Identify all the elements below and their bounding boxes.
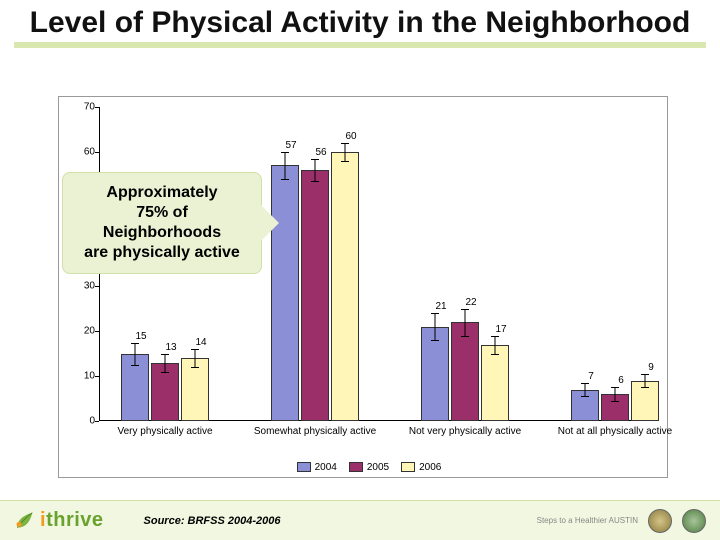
error-bar [135,343,136,365]
error-bar [315,159,316,181]
bar [481,345,509,421]
error-bar [195,349,196,367]
y-tick-mark [95,152,99,153]
error-cap [131,343,139,344]
bar [301,170,329,421]
error-cap [641,387,649,388]
error-cap [491,354,499,355]
error-cap [461,336,469,337]
y-tick-label: 70 [65,102,95,113]
y-tick-label: 10 [65,371,95,382]
bar-value-label: 9 [648,362,654,373]
bar [331,152,359,421]
badge-icon-1 [648,509,672,533]
footer-right-text: Steps to a Healthier AUSTIN [537,516,638,525]
source-citation: Source: BRFSS 2004-2006 [144,515,281,527]
badge-icon-2 [682,509,706,533]
error-cap [491,336,499,337]
error-cap [431,340,439,341]
logo: ithrive [14,509,104,532]
error-cap [341,161,349,162]
legend-swatch [401,462,415,472]
bar-value-label: 15 [135,331,146,342]
callout-line-3: are physically active [77,243,247,263]
error-cap [311,181,319,182]
error-bar [435,313,436,340]
footer: ithrive Source: BRFSS 2004-2006 Steps to… [0,500,720,540]
error-bar [585,383,586,396]
legend-label: 2005 [367,462,389,473]
slide-title: Level of Physical Activity in the Neighb… [0,0,720,40]
error-cap [461,309,469,310]
error-cap [281,179,289,180]
error-cap [131,365,139,366]
callout-line-2: 75% of Neighborhoods [77,203,247,243]
bar-value-label: 6 [618,375,624,386]
error-cap [581,383,589,384]
error-bar [645,374,646,387]
footer-right: Steps to a Healthier AUSTIN [537,509,706,533]
error-cap [281,152,289,153]
error-bar [345,143,346,161]
bar [271,165,299,421]
y-tick-mark [95,107,99,108]
error-bar [165,354,166,372]
error-cap [611,387,619,388]
leaf-icon [14,511,34,531]
error-cap [431,313,439,314]
y-tick-mark [95,376,99,377]
y-tick-label: 60 [65,146,95,157]
legend: 2004 2005 2006 [59,462,667,473]
error-cap [611,401,619,402]
bar-value-label: 7 [588,371,594,382]
x-category-label: Not at all physically active [558,426,673,437]
x-category-label: Somewhat physically active [254,426,376,437]
bar-value-label: 60 [345,131,356,142]
y-tick-mark [95,286,99,287]
error-cap [641,374,649,375]
x-category-label: Not very physically active [409,426,521,437]
x-category-label: Very physically active [117,426,212,437]
bar [451,322,479,421]
error-cap [341,143,349,144]
error-cap [581,396,589,397]
error-cap [311,159,319,160]
y-tick-label: 0 [65,416,95,427]
error-cap [191,367,199,368]
legend-label: 2006 [419,462,441,473]
legend-label: 2004 [315,462,337,473]
bar-value-label: 22 [465,297,476,308]
bar-value-label: 21 [435,301,446,312]
bar-value-label: 56 [315,147,326,158]
logo-text: ithrive [40,509,104,532]
error-bar [465,309,466,336]
callout-box: Approximately 75% of Neighborhoods are p… [62,172,262,274]
bar-value-label: 57 [285,140,296,151]
callout-line-1: Approximately [77,183,247,203]
y-tick-label: 20 [65,326,95,337]
y-tick-mark [95,421,99,422]
bar-value-label: 17 [495,324,506,335]
y-tick-mark [95,331,99,332]
bar-value-label: 13 [165,342,176,353]
error-bar [495,336,496,354]
callout-arrow-icon [261,205,279,241]
chart-container: 010203040506070151314Very physically act… [58,96,668,478]
legend-swatch [297,462,311,472]
y-tick-label: 30 [65,281,95,292]
title-underline [14,42,706,48]
bar-value-label: 14 [195,337,206,348]
error-cap [161,372,169,373]
error-bar [615,387,616,400]
error-cap [191,349,199,350]
legend-swatch [349,462,363,472]
error-bar [285,152,286,179]
error-cap [161,354,169,355]
logo-text-rest: thrive [46,509,103,531]
slide: Level of Physical Activity in the Neighb… [0,0,720,540]
